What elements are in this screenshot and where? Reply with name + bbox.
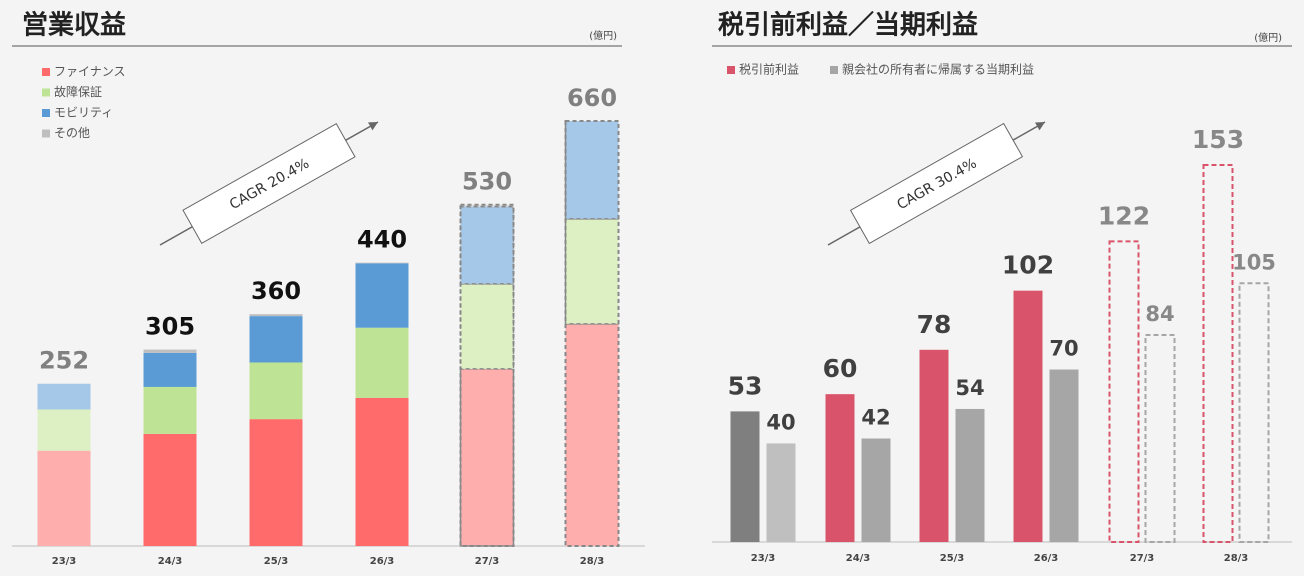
legend-label: その他: [54, 126, 90, 140]
x-tick-label: 26/3: [1034, 553, 1059, 564]
bar-segment: [143, 352, 197, 387]
bar: [825, 394, 855, 542]
legend-swatch: [830, 66, 838, 74]
bar-segment: [564, 218, 620, 325]
value-label: 54: [955, 376, 984, 400]
bar-segment: [143, 386, 197, 434]
legend-label: 税引前利益: [739, 62, 799, 77]
bar-segment: [143, 349, 197, 353]
bar-segment: [37, 383, 91, 410]
legend-swatch: [42, 129, 50, 138]
chart-title: 税引前利益／当期利益: [718, 10, 978, 41]
chart-title: 営業収益: [22, 11, 126, 41]
cagr-frame: [182, 123, 356, 244]
unit-label: (億円): [589, 29, 617, 42]
legend-swatch: [42, 109, 50, 117]
bar: [919, 349, 949, 542]
legend-label: 親会社の所有者に帰属する当期利益: [842, 62, 1034, 77]
legend-label: モビリティ: [54, 106, 113, 120]
bar-segment: [249, 314, 303, 317]
bar-segment: [249, 362, 303, 420]
legend-swatch: [42, 88, 50, 97]
value-label: 70: [1049, 337, 1078, 361]
legend-label: ファイナンス: [54, 65, 126, 79]
total-label: 305: [145, 313, 195, 341]
bar-segment: [355, 262, 409, 264]
bar-segment: [564, 120, 620, 220]
bar: [955, 408, 985, 542]
bar-segment: [355, 327, 409, 398]
bar: [766, 443, 796, 542]
x-tick-label: 23/3: [52, 556, 77, 567]
bar-segment: [37, 409, 91, 451]
value-label: 42: [861, 406, 890, 430]
total-label: 440: [357, 226, 407, 254]
bar: [1108, 240, 1140, 543]
forecast-outline: [459, 203, 515, 547]
value-label: 60: [823, 354, 858, 383]
bar-segment: [459, 368, 515, 547]
bar-segment: [459, 205, 515, 285]
value-label: 102: [1002, 251, 1054, 280]
bar: [861, 438, 891, 542]
bar-segment: [249, 419, 303, 546]
total-label: 360: [251, 277, 301, 305]
x-tick-label: 25/3: [264, 556, 289, 567]
arrow-head: [1035, 122, 1045, 131]
legend-swatch: [727, 66, 735, 74]
x-tick-label: 23/3: [751, 553, 776, 564]
value-label: 84: [1145, 302, 1174, 326]
x-tick-label: 26/3: [370, 556, 395, 567]
value-label: 153: [1192, 125, 1244, 154]
x-tick-label: 25/3: [940, 553, 965, 564]
x-tick-label: 27/3: [475, 556, 500, 567]
bar-segment: [143, 433, 197, 546]
x-tick-label: 28/3: [580, 556, 605, 567]
bar-segment: [355, 397, 409, 546]
bar: [1013, 290, 1043, 542]
bar: [1049, 369, 1079, 542]
x-tick-label: 24/3: [846, 553, 871, 564]
bar: [730, 411, 760, 542]
arrow-head: [368, 122, 378, 131]
total-label: 252: [39, 347, 89, 375]
value-label: 40: [766, 410, 795, 434]
bar: [1144, 334, 1176, 544]
forecast-outline: [564, 120, 620, 547]
bar-segment: [355, 263, 409, 328]
value-label: 78: [917, 310, 952, 339]
x-tick-label: 24/3: [158, 556, 183, 567]
total-label: 660: [567, 84, 617, 112]
total-label: 530: [462, 168, 512, 196]
legend-label: 故障保証: [54, 84, 102, 99]
unit-label: (億円): [1254, 31, 1282, 44]
cagr-frame: [849, 122, 1024, 245]
value-label: 122: [1098, 201, 1150, 230]
bar-segment: [37, 450, 91, 546]
bar-segment: [564, 323, 620, 547]
x-tick-label: 27/3: [1130, 553, 1155, 564]
x-tick-label: 28/3: [1224, 553, 1249, 564]
legend-swatch: [42, 68, 50, 76]
bar: [1202, 164, 1234, 543]
value-label: 105: [1232, 250, 1276, 274]
bar-segment: [249, 316, 303, 363]
value-label: 53: [728, 371, 763, 400]
bar-segment: [459, 283, 515, 370]
